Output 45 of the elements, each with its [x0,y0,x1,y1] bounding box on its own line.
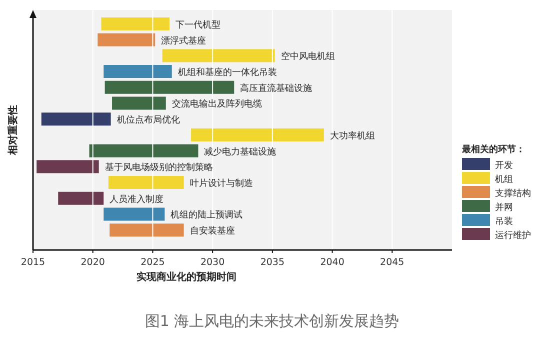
x-tick-label: 2030 [200,257,225,268]
x-axis-title: 实现商业化的预期时间 [136,271,236,283]
bar [104,80,234,94]
y-tick-label: 人员准入制度 [110,194,164,205]
bar [98,33,156,46]
legend-label: 运行维护 [495,230,531,241]
y-tick-label: 机组的陆上预调试 [170,210,243,221]
bar [110,224,184,237]
y-tick-label: 机位点布局优化 [116,114,180,126]
y-axis-title: 相对重要性 [7,105,19,156]
y-tick-label: 自安装基座 [190,226,235,237]
bar [112,96,166,110]
bar [162,49,275,62]
legend-title: 最相关的环节： [461,144,525,155]
legend-label: 并网 [495,202,513,213]
x-tick-label: 2040 [320,257,344,268]
legend-label: 支撑结构 [495,188,531,199]
legend-label: 开发 [495,160,513,171]
y-tick-label: 下一代机型 [175,19,220,30]
y-tick-label: 叶片设计与制造 [190,178,253,189]
legend-label: 吊装 [495,216,513,227]
y-tick-label: 机组和基座的一体化吊装 [178,67,277,78]
x-tick-label: 2020 [80,257,105,268]
y-tick-label: 减少电力基础设施 [204,146,276,158]
x-tick-label: 2015 [20,257,46,268]
bar [191,128,324,142]
bar [104,208,165,221]
y-tick-label: 空中风电机组 [280,51,335,62]
bar [101,17,170,30]
bar [108,176,184,189]
y-tick-label: 大功率机组 [330,130,375,142]
y-tick-label: 基于风电场级别的控制策略 [104,162,213,174]
x-tick-label: 2035 [260,257,285,268]
bar [104,65,172,78]
bar [58,192,104,205]
y-tick-label: 高压直流基础设施 [240,82,312,94]
bar [89,144,198,158]
x-tick-label: 2025 [140,257,165,268]
x-tick-label: 2045 [380,257,404,268]
text: 图1 海上风电的未来技术创新发展趋势 [144,312,400,330]
y-tick-label: 交流电输出及阵列电缆 [172,98,262,110]
bar [41,112,111,126]
legend-label: 机组 [495,174,513,185]
bar [36,160,99,174]
y-tick-label: 漂浮式基座 [161,35,206,46]
